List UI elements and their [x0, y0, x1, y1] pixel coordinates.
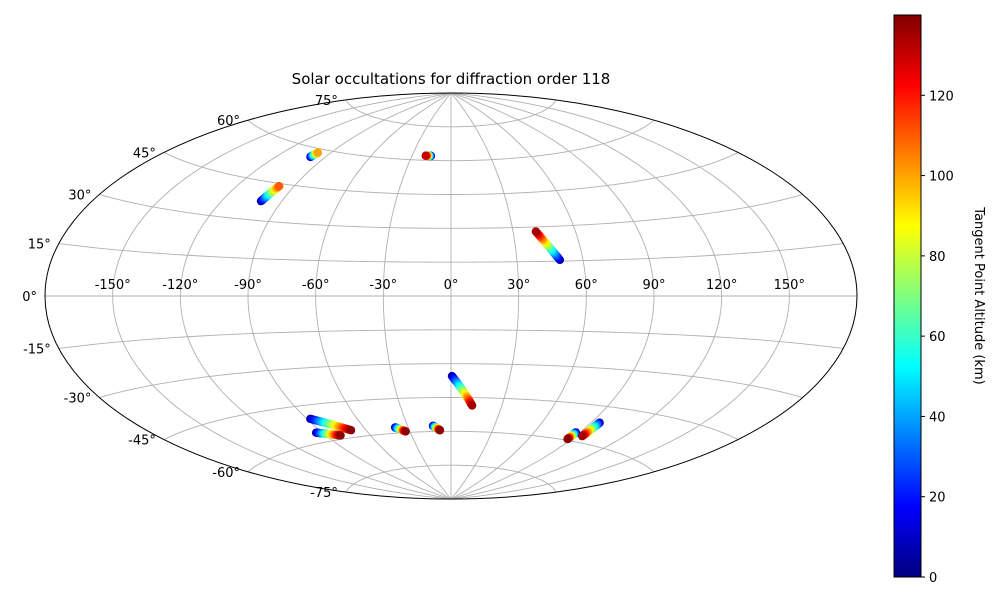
data-point — [401, 427, 410, 436]
longitude-tick-label: 150° — [774, 278, 805, 293]
data-point — [421, 151, 430, 160]
data-point — [577, 431, 587, 441]
longitude-tick-label: -30° — [369, 278, 397, 293]
occultation-track — [390, 423, 410, 436]
longitude-tick-label: 30° — [507, 278, 530, 293]
parallel-line — [99, 194, 803, 229]
parallel-line — [163, 152, 739, 195]
occultation-track — [428, 421, 445, 435]
latitude-tick-label: 15° — [28, 238, 51, 253]
occultation-track — [256, 181, 284, 206]
parallel-line — [163, 397, 739, 440]
occultation-track — [311, 428, 345, 440]
longitude-tick-label: -90° — [234, 278, 262, 293]
latitude-tick-label: 0° — [22, 290, 37, 305]
colorbar-tick-label: 0 — [929, 571, 937, 586]
longitude-tick-label: 0° — [444, 278, 459, 293]
parallel-line — [345, 99, 557, 128]
data-point — [336, 431, 345, 440]
data-point — [435, 426, 445, 435]
longitude-tick-label: 90° — [642, 278, 665, 293]
colorbar-tick-label: 120 — [929, 89, 954, 104]
data-point — [275, 181, 284, 191]
colorbar-tick-label: 100 — [929, 170, 954, 185]
data-point — [531, 227, 541, 236]
latitude-tick-label: -15° — [23, 343, 51, 358]
colorbar-label: Tangent Point Altitude (km) — [971, 206, 986, 384]
longitude-tick-label: -60° — [302, 278, 330, 293]
latitude-tick-label: 60° — [217, 114, 240, 129]
parallel-line — [58, 243, 844, 263]
colorbar-tick-label: 80 — [929, 250, 946, 265]
occultation-track — [306, 148, 323, 162]
data-point — [563, 434, 572, 444]
data-point — [313, 148, 323, 157]
longitude-tick-label: -150° — [95, 278, 131, 293]
parallel-line — [247, 119, 655, 162]
parallel-line — [99, 363, 803, 398]
data-point — [346, 426, 356, 435]
latitude-tick-label: -75° — [310, 486, 338, 501]
latitude-tick-label: -45° — [128, 434, 156, 449]
latitude-tick-label: 45° — [133, 147, 156, 162]
latitude-tick-label: 75° — [315, 94, 338, 109]
occultation-track — [447, 371, 477, 410]
chart-title: Solar occultations for diffraction order… — [292, 70, 611, 88]
occultation-track — [421, 151, 436, 161]
parallel-line — [58, 329, 844, 349]
map-outline — [44, 92, 858, 500]
occultation-track — [306, 414, 356, 435]
latitude-tick-label: -30° — [64, 392, 92, 407]
occultation-tracks — [256, 148, 604, 444]
axis-tick-labels: -150° -120° -90° -60° -30° 0° 30° 60° 90° 120° 150… — [22, 94, 805, 501]
data-point — [467, 401, 477, 410]
colorbar-tick-label: 60 — [929, 330, 946, 345]
longitude-tick-label: -120° — [162, 278, 198, 293]
parallel-line — [247, 430, 655, 473]
occultation-track — [531, 227, 565, 265]
longitude-tick-label: 60° — [575, 278, 598, 293]
colorbar-ticks: 0 20 40 60 80 100 120 — [921, 89, 954, 586]
colorbar-gradient — [893, 14, 922, 578]
occultation-track — [577, 418, 604, 441]
latitude-tick-label: 30° — [68, 189, 91, 204]
longitude-tick-label: 120° — [706, 278, 737, 293]
map-border-ellipse — [44, 92, 858, 500]
latitude-tick-label: -60° — [212, 466, 240, 481]
occultation-track — [563, 428, 581, 444]
parallel-line — [345, 464, 557, 493]
colorbar: 0 20 40 60 80 100 120 Tangent Point Altitude (… — [893, 14, 986, 586]
colorbar-tick-label: 20 — [929, 491, 946, 506]
graticule — [45, 92, 857, 500]
colorbar-tick-label: 40 — [929, 410, 946, 425]
